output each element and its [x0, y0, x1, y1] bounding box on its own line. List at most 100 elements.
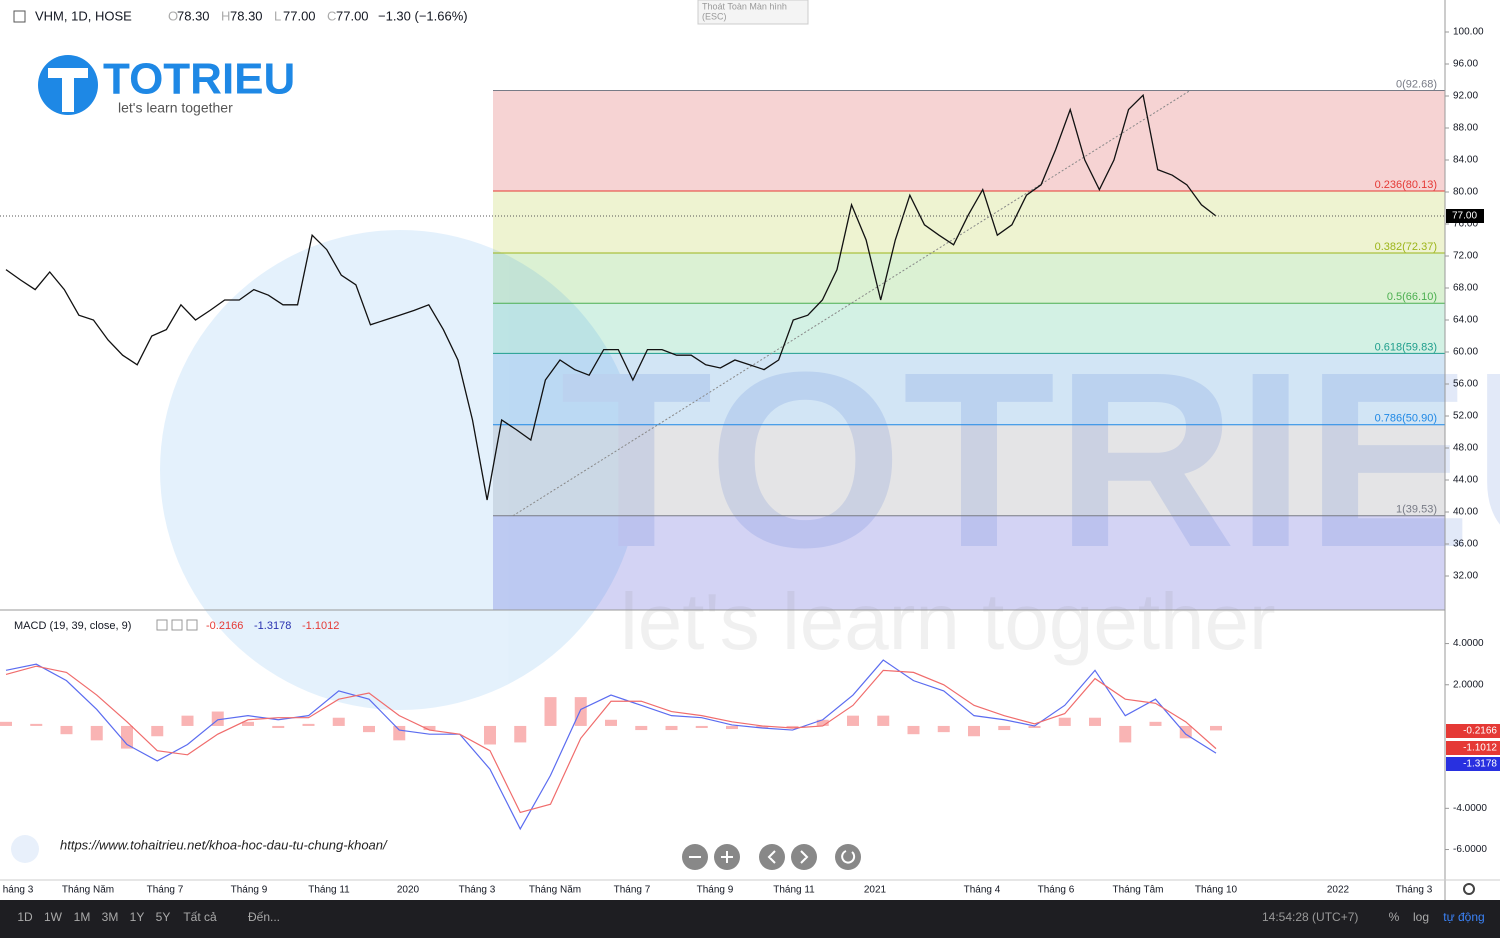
macd-histogram-bar	[786, 725, 799, 729]
y-tick-label: 64.00	[1453, 315, 1478, 326]
settings[interactable]	[1463, 883, 1475, 895]
macd-histogram-bar	[302, 723, 315, 726]
range-button[interactable]: 1M	[74, 910, 91, 924]
macd-histogram-bar	[726, 725, 738, 730]
range-button[interactable]: 3M	[102, 910, 119, 924]
macd-value: -1.3178	[254, 620, 291, 632]
icon[interactable]	[156, 619, 168, 631]
glyphs	[689, 850, 856, 864]
exit-fullscreen-button[interactable]	[697, 0, 809, 25]
macd-histogram-bar	[1028, 725, 1041, 729]
fib-label: 0.236(80.13)	[1375, 179, 1437, 191]
y-tick-label: 32.00	[1453, 571, 1478, 582]
macd-histogram-bar	[937, 725, 950, 733]
collapse-icon[interactable]	[13, 10, 26, 23]
signal-value: -1.1012	[302, 620, 339, 632]
ohlc-key: L	[274, 8, 281, 23]
time-label: Tháng Tâm	[1113, 885, 1164, 896]
url[interactable]: https://www.tohaitrieu.net/khoa-hoc-dau-…	[60, 837, 388, 852]
y-tick-label: 40.00	[1453, 507, 1478, 518]
ohlc-value: 78.30	[230, 8, 263, 23]
fib-label: 0.786(50.90)	[1375, 413, 1437, 425]
bottom-bar-items: 1D 1W 1M 3M 1Y 5Y Tất cả Đến...% log tự động	[17, 910, 1484, 924]
option-button[interactable]: tự động	[1443, 910, 1484, 924]
time-label: Tháng 11	[308, 885, 350, 896]
time-label: Tháng Năm	[62, 885, 114, 896]
option-button[interactable]: log	[1413, 910, 1429, 924]
macd-histogram-bar	[242, 721, 254, 726]
y-tick-label: 48.00	[1453, 443, 1478, 454]
macd-line	[5, 659, 1217, 831]
macd-histogram-bar	[121, 725, 133, 749]
macd-histogram-bar	[1179, 725, 1192, 739]
scroll-right[interactable]	[791, 844, 817, 870]
y-tick-label: 56.00	[1453, 379, 1478, 390]
macd-histogram-bar	[484, 725, 496, 745]
macd-histogram-bar	[90, 725, 103, 741]
macd-histogram-bar	[756, 725, 769, 729]
value-badge-label: -1.1012	[1463, 743, 1497, 754]
fib-zone	[493, 303, 1445, 354]
macd-histogram-bar	[907, 725, 920, 735]
macd-histogram-bar	[1119, 725, 1132, 743]
y-tick-label: 100.00	[1453, 27, 1484, 38]
macd-histogram-bar	[695, 725, 708, 729]
macd-histogram-bar	[151, 725, 164, 737]
icon[interactable]	[171, 619, 183, 631]
time-label: 2021	[864, 885, 887, 896]
value-badge	[1446, 724, 1500, 738]
macd-line	[5, 665, 1217, 814]
option-button[interactable]: %	[1389, 910, 1400, 924]
macd-pane: 4.0000 2.0000 -4.0000 -6.0000 -0.2166 -1.1012…	[0, 638, 1500, 855]
exit-fullscreen-text[interactable]: (ESC)	[702, 11, 727, 21]
y-tick-label: 52.00	[1453, 411, 1478, 422]
range-button[interactable]: 1W	[44, 910, 63, 924]
time-label: Tháng 10	[1195, 885, 1238, 896]
range-button[interactable]: 1D	[17, 910, 33, 924]
macd-histogram-bar	[847, 715, 859, 726]
time-label: Tháng 7	[614, 885, 651, 896]
fib-label: 0.382(72.37)	[1375, 241, 1437, 253]
time-label: Tháng 9	[231, 885, 268, 896]
y-tick-label: 84.00	[1453, 155, 1478, 166]
y-tick-label: 2.0000	[1453, 679, 1484, 690]
macd-histogram-bar	[0, 721, 12, 726]
y-tick-label: -4.0000	[1453, 803, 1487, 814]
macd-histogram-bar	[665, 725, 678, 731]
y-tick-label: 92.00	[1453, 91, 1478, 102]
y-tick-label: 88.00	[1453, 123, 1478, 134]
range-button[interactable]: Tất cả	[183, 910, 217, 924]
site-icon[interactable]	[11, 835, 39, 863]
macd-title[interactable]: MACD (19, 39, close, 9)	[14, 620, 131, 632]
macd-histogram-bar	[363, 725, 375, 733]
control-glyphs	[689, 850, 856, 864]
symbol[interactable]: VHM, 1D, HOSE	[35, 8, 132, 23]
last-price-label: 77.00	[1452, 211, 1477, 222]
time-label: háng 3	[3, 885, 34, 896]
macd-histogram-bar	[30, 723, 43, 726]
y-tick-label: 68.00	[1453, 283, 1478, 294]
fib-zone	[493, 424, 1445, 516]
exit-fullscreen-text[interactable]: Thoát Toàn Màn hình	[702, 1, 787, 11]
macd-histogram-bar	[877, 715, 890, 726]
time-label: 2020	[397, 885, 420, 896]
ohlc-value: 77.00	[336, 8, 369, 23]
zoom-controls	[682, 844, 861, 870]
icon[interactable]	[186, 619, 198, 631]
macd-histogram-bar	[514, 725, 527, 743]
goto-button[interactable]: Đến...	[248, 910, 280, 924]
macd-histogram-bar	[998, 725, 1011, 731]
macd-histogram-bar	[1089, 717, 1101, 726]
time-label: Tháng 9	[697, 885, 734, 896]
range-button[interactable]: 5Y	[156, 910, 171, 924]
time-label: Tháng 11	[773, 885, 815, 896]
time-label: Tháng Năm	[529, 885, 581, 896]
time-label: 2022	[1327, 885, 1350, 896]
macd-histogram-bar	[574, 697, 587, 726]
macd-histogram-bar	[605, 719, 617, 726]
range-button[interactable]: 1Y	[130, 910, 145, 924]
time-label: Tháng 4	[964, 885, 1001, 896]
fib-label: 0.618(59.83)	[1375, 341, 1437, 353]
scroll-left[interactable]	[759, 844, 785, 870]
reset[interactable]	[835, 844, 861, 870]
